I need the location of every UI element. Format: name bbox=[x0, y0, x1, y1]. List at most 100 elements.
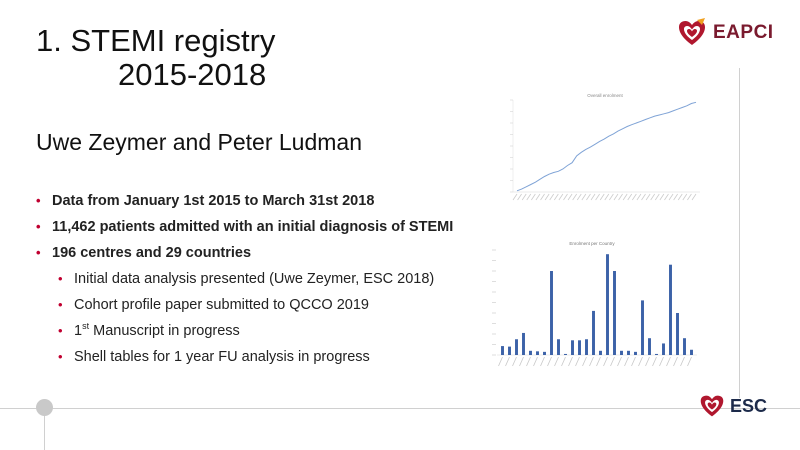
bar bbox=[543, 351, 546, 355]
vertical-divider bbox=[739, 68, 740, 398]
x-tick-label bbox=[581, 193, 587, 201]
bar bbox=[690, 349, 693, 355]
x-tick-label bbox=[519, 356, 524, 367]
heart-icon bbox=[700, 395, 724, 417]
x-tick-label bbox=[677, 193, 683, 201]
x-tick-label bbox=[575, 356, 580, 367]
x-tick-label bbox=[680, 356, 685, 367]
x-tick-label bbox=[668, 193, 674, 201]
x-tick-label bbox=[673, 356, 678, 367]
x-tick-label bbox=[505, 356, 510, 367]
sub-bullet-item: Shell tables for 1 year FU analysis in p… bbox=[58, 344, 453, 370]
x-tick-label bbox=[631, 356, 636, 367]
x-tick-label bbox=[576, 193, 582, 201]
x-tick-label bbox=[554, 356, 559, 367]
x-tick-label bbox=[627, 193, 633, 201]
sub-bullet-item: Initial data analysis presented (Uwe Zey… bbox=[58, 266, 453, 292]
x-tick-label bbox=[652, 356, 657, 367]
x-tick-label bbox=[632, 193, 637, 201]
bar bbox=[501, 346, 504, 356]
x-tick-label bbox=[535, 193, 541, 201]
bar bbox=[620, 350, 623, 355]
x-tick-label bbox=[641, 193, 646, 201]
authors: Uwe Zeymer and Peter Ludman bbox=[36, 129, 362, 155]
bar bbox=[676, 313, 679, 355]
x-tick-label bbox=[553, 193, 559, 201]
bar bbox=[529, 350, 532, 355]
bullet-item: 11,462 patients admitted with an initial… bbox=[36, 214, 453, 240]
x-tick-label bbox=[650, 193, 656, 201]
bar bbox=[655, 353, 658, 355]
x-tick-label bbox=[526, 193, 532, 201]
x-tick-label bbox=[636, 193, 642, 201]
series-line bbox=[516, 101, 697, 192]
bar bbox=[669, 264, 672, 355]
x-tick-label bbox=[540, 356, 545, 367]
bar bbox=[599, 350, 602, 355]
x-tick-label bbox=[531, 193, 536, 201]
bar bbox=[627, 350, 630, 355]
x-tick-label bbox=[563, 193, 568, 201]
footer-divider bbox=[0, 408, 800, 409]
bar bbox=[606, 254, 609, 355]
bar bbox=[613, 271, 616, 355]
sub-bullet-item: 1st Manuscript in progress bbox=[58, 318, 453, 344]
x-tick-label bbox=[645, 356, 650, 367]
x-tick-label bbox=[613, 193, 619, 201]
x-tick-label bbox=[498, 356, 503, 367]
footer-dot bbox=[36, 399, 53, 416]
x-tick-label bbox=[590, 193, 596, 201]
x-tick-label bbox=[687, 356, 692, 367]
x-tick-label bbox=[568, 356, 573, 367]
x-tick-label bbox=[599, 193, 605, 201]
x-tick-label bbox=[673, 193, 678, 201]
x-tick-label bbox=[604, 193, 610, 201]
bar bbox=[634, 351, 637, 355]
x-tick-label bbox=[691, 193, 697, 201]
x-tick-label bbox=[664, 193, 669, 201]
x-tick-label bbox=[512, 193, 518, 201]
x-tick-label bbox=[595, 193, 600, 201]
bullet-list: Data from January 1st 2015 to March 31st… bbox=[36, 188, 453, 370]
chart-title: Enrolment per Country bbox=[569, 241, 615, 246]
eapci-logo-text: EAPCI bbox=[713, 22, 774, 43]
x-tick-label bbox=[547, 356, 552, 367]
bar bbox=[571, 340, 574, 355]
bar bbox=[536, 351, 539, 355]
x-tick-label bbox=[617, 356, 622, 367]
x-tick-label bbox=[567, 193, 573, 201]
x-tick-label bbox=[586, 193, 591, 201]
x-tick-label bbox=[544, 193, 550, 201]
bullet-item: Data from January 1st 2015 to March 31st… bbox=[36, 188, 453, 214]
x-tick-label bbox=[603, 356, 608, 367]
enrolment-per-country-chart: Enrolment per Country bbox=[492, 241, 697, 367]
x-tick-label bbox=[682, 193, 688, 201]
x-tick-label bbox=[610, 356, 615, 367]
sub-bullet-item: Cohort profile paper submitted to QCCO 2… bbox=[58, 292, 453, 318]
eapci-logo: EAPCI bbox=[677, 18, 774, 48]
x-tick-label bbox=[609, 193, 614, 201]
overall-enrolment-chart: Overall enrolment bbox=[510, 93, 700, 201]
x-tick-label bbox=[666, 356, 671, 367]
manuscript-text: Manuscript in progress bbox=[89, 323, 240, 339]
bar bbox=[515, 339, 518, 355]
bar bbox=[585, 339, 588, 355]
x-tick-label bbox=[582, 356, 587, 367]
title-line-1: 1. STEMI registry bbox=[36, 23, 276, 58]
x-tick-label bbox=[572, 193, 577, 201]
x-tick-label bbox=[659, 356, 664, 367]
x-tick-label bbox=[561, 356, 566, 367]
x-tick-label bbox=[517, 193, 522, 201]
x-tick-label bbox=[540, 193, 545, 201]
bar bbox=[662, 343, 665, 355]
bar bbox=[578, 340, 581, 355]
x-tick-label bbox=[659, 193, 665, 201]
manuscript-number: 1 bbox=[74, 323, 83, 339]
slide-title: 1. STEMI registry 2015-2018 bbox=[36, 24, 275, 92]
bar bbox=[508, 346, 511, 355]
x-tick-label bbox=[622, 193, 628, 201]
title-line-2: 2015-2018 bbox=[118, 57, 267, 92]
x-tick-label bbox=[589, 356, 594, 367]
bar bbox=[557, 339, 560, 355]
bullet-item: 196 centres and 29 countries bbox=[36, 240, 453, 266]
